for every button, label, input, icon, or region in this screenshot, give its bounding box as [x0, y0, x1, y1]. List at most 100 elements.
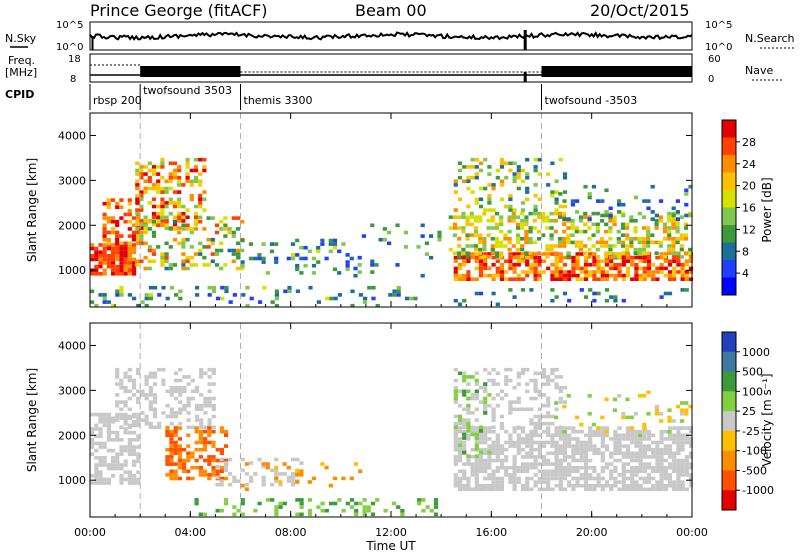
velocity-cell-1170: [655, 483, 660, 488]
power-cell-783: [592, 259, 597, 263]
velocity-cell-666: [483, 458, 488, 463]
power-cell-209: [160, 161, 165, 166]
velocity-cell-950: [579, 473, 584, 477]
power-cell-682: [516, 252, 521, 256]
power-cell-692: [520, 277, 526, 281]
power-cell-192: [151, 197, 157, 202]
power-cell-1238: [671, 251, 676, 255]
velocity-cell-1164: [655, 455, 660, 459]
velocity-cell-1225: [672, 487, 677, 492]
power-cell-1002: [507, 219, 512, 223]
velocity-cell-1032: [613, 429, 618, 434]
power-cell-423: [235, 216, 241, 220]
power-cell-1231: [671, 219, 676, 223]
power-cell-810: [609, 273, 614, 278]
velocity-cell-21: [94, 481, 99, 485]
power-cell-802: [604, 270, 610, 274]
velocity-cell-406: [215, 473, 220, 477]
velocity-cell-1116: [638, 451, 643, 456]
velocity-cell-391: [207, 458, 212, 463]
velocity-cell-1009: [600, 465, 605, 470]
power-cell-1432: [592, 291, 597, 296]
power-cell-930: [457, 251, 462, 255]
power-cell-982: [494, 211, 500, 216]
velocity-cell-1074: [625, 447, 631, 452]
velocity-cell-731: [504, 473, 509, 477]
velocity-cell-458: [278, 472, 283, 476]
velocity-cell-1356: [508, 407, 513, 412]
velocity-cell-1261: [684, 455, 689, 459]
power-cell-1211: [658, 219, 663, 223]
power-cell-1199: [646, 237, 651, 241]
velocity-cell-1050: [617, 447, 622, 452]
freq-tick-top: 18: [68, 54, 81, 65]
velocity-cell-76: [115, 456, 120, 460]
power-cell-766: [579, 252, 584, 256]
power-cell-1409: [684, 202, 689, 207]
power-cell-662: [499, 263, 505, 267]
velocity-cell-210: [152, 407, 158, 412]
velocity-cell-427: [219, 482, 224, 487]
power-cell-220: [160, 219, 165, 223]
velocity-cell-205: [152, 375, 158, 379]
power-colorbar-label-2: 20: [742, 180, 756, 193]
power-cell-1427: [562, 291, 568, 296]
velocity-cell-253: [182, 407, 187, 412]
velocity-cell-972: [588, 440, 593, 445]
velocity-cell-998: [596, 480, 601, 484]
velocity-cell-1183: [659, 473, 664, 477]
velocity-cell-882: [558, 462, 563, 466]
velocity-cell-479: [223, 498, 229, 502]
power-cell-324: [147, 259, 152, 264]
power-cell-1382: [600, 213, 605, 218]
power-cell-1444: [680, 288, 685, 292]
velocity-cell-574: [453, 437, 458, 441]
power-cell-177: [143, 215, 148, 220]
power-cell-55: [119, 257, 124, 262]
power-cell-787: [592, 277, 597, 281]
velocity-cell-1466: [478, 450, 484, 455]
velocity-cell-285: [203, 411, 208, 415]
power-cell-383: [198, 241, 203, 246]
velocity-cell-1155: [651, 465, 656, 470]
power-cell-347: [164, 266, 169, 271]
power-cell-582: [370, 263, 375, 267]
power-cell-1283: [474, 175, 479, 180]
velocity-cell-1473: [554, 401, 559, 405]
power-cell-193: [151, 204, 157, 209]
velocity-cell-819: [537, 455, 542, 459]
power-cell-417: [231, 216, 236, 220]
velocity-cell-895: [562, 444, 568, 448]
velocity-cell-272: [199, 367, 204, 372]
velocity-cell-843: [546, 469, 551, 474]
velocity-cell-944: [579, 444, 584, 448]
power-cell-673: [508, 263, 513, 267]
power-cell-1096: [570, 240, 575, 245]
power-cell-267: [181, 219, 186, 223]
velocity-cell-1427: [558, 396, 563, 401]
velocity-cell-958: [583, 455, 589, 459]
power-cell-816: [613, 277, 618, 281]
power-cell-418: [231, 230, 236, 235]
power-cell-40: [111, 264, 116, 269]
power-cell-46: [115, 254, 120, 258]
velocity-cell-1034: [613, 437, 618, 441]
power-cell-1306: [499, 157, 505, 162]
power-cell-21: [102, 246, 107, 251]
velocity-cell-376: [198, 469, 203, 474]
velocity-cell-1398: [541, 371, 547, 376]
power-cell-290: [193, 222, 199, 227]
velocity-cell-1205: [667, 451, 673, 456]
power-cell-1014: [515, 233, 521, 237]
power-cell-841: [634, 263, 639, 267]
velocity-cell-318: [169, 447, 174, 452]
velocity-cell-263: [190, 389, 195, 394]
power-cell-1157: [616, 240, 621, 245]
power-cell-1397: [650, 184, 655, 189]
power-cell-44: [115, 246, 120, 251]
velocity-cell-1334: [491, 411, 496, 415]
power-cell-443: [261, 256, 266, 261]
velocity-cell-1383: [533, 385, 538, 390]
velocity-cell-929: [571, 487, 576, 492]
